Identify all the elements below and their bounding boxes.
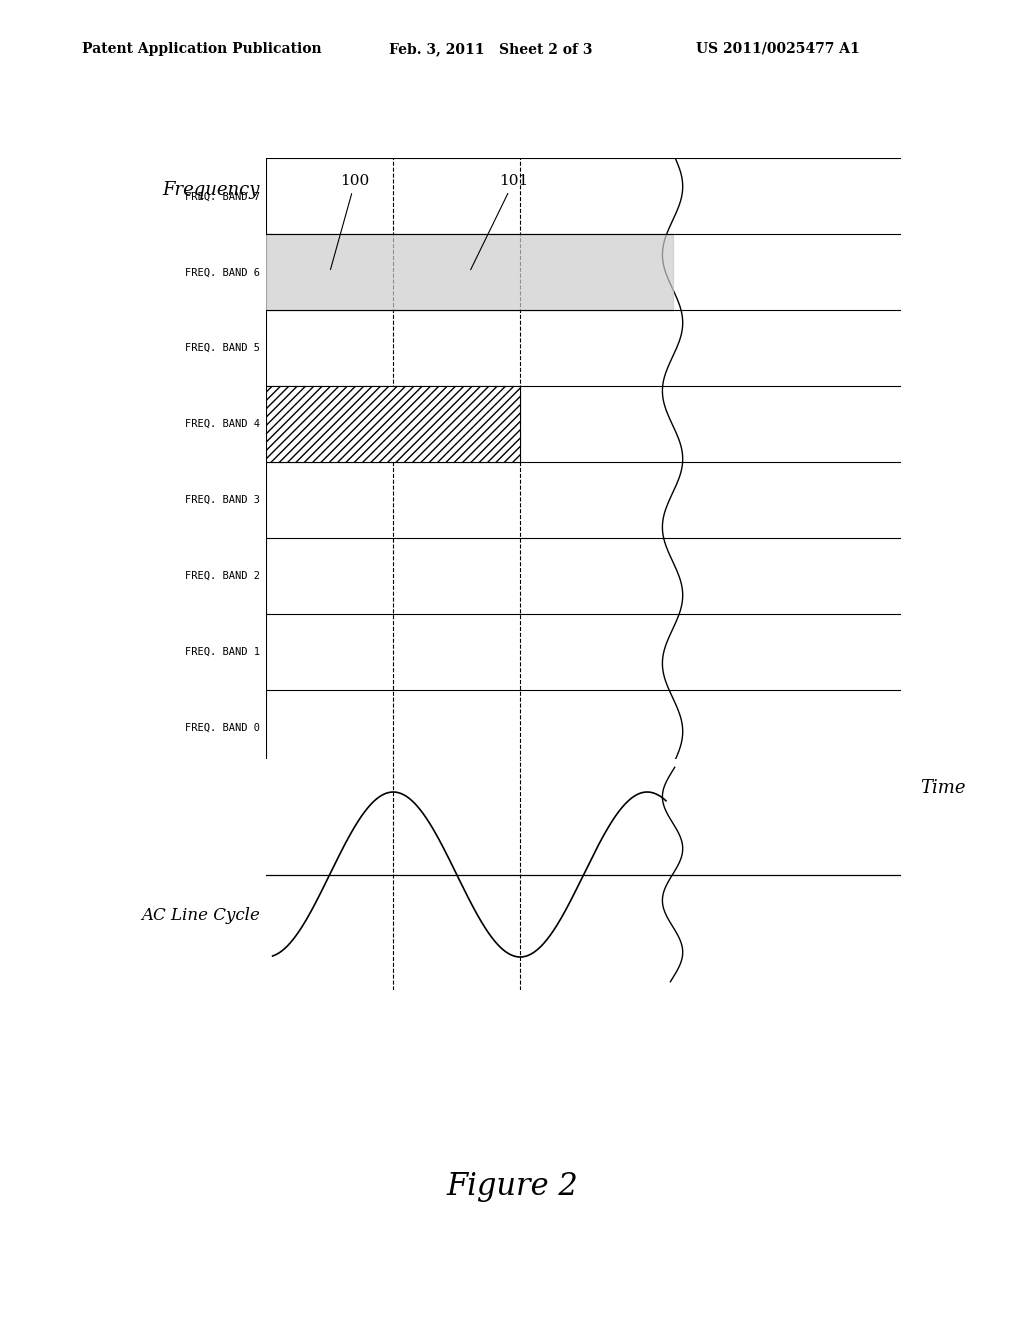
Text: FREQ. BAND 5: FREQ. BAND 5 bbox=[185, 343, 260, 354]
Text: US 2011/0025477 A1: US 2011/0025477 A1 bbox=[696, 42, 860, 55]
Text: Time: Time bbox=[921, 779, 966, 797]
Text: FREQ. BAND 0: FREQ. BAND 0 bbox=[185, 722, 260, 733]
Text: Frequency: Frequency bbox=[163, 181, 260, 199]
Text: FREQ. BAND 2: FREQ. BAND 2 bbox=[185, 570, 260, 581]
Bar bbox=[266, 385, 520, 462]
Text: FREQ. BAND 4: FREQ. BAND 4 bbox=[185, 418, 260, 429]
Text: Time Slot 1: Time Slot 1 bbox=[556, 808, 637, 821]
Text: 100: 100 bbox=[331, 174, 370, 269]
Text: Time Slot 0: Time Slot 0 bbox=[353, 808, 433, 821]
Text: FREQ. BAND 6: FREQ. BAND 6 bbox=[185, 267, 260, 277]
Text: FREQ. BAND 7: FREQ. BAND 7 bbox=[185, 191, 260, 202]
Text: Feb. 3, 2011   Sheet 2 of 3: Feb. 3, 2011 Sheet 2 of 3 bbox=[389, 42, 593, 55]
Text: AC Line Cycle: AC Line Cycle bbox=[141, 907, 260, 924]
Text: Figure 2: Figure 2 bbox=[446, 1171, 578, 1201]
Text: 101: 101 bbox=[471, 174, 528, 269]
Text: FREQ. BAND 1: FREQ. BAND 1 bbox=[185, 647, 260, 657]
Text: FREQ. BAND 3: FREQ. BAND 3 bbox=[185, 495, 260, 506]
Text: Patent Application Publication: Patent Application Publication bbox=[82, 42, 322, 55]
